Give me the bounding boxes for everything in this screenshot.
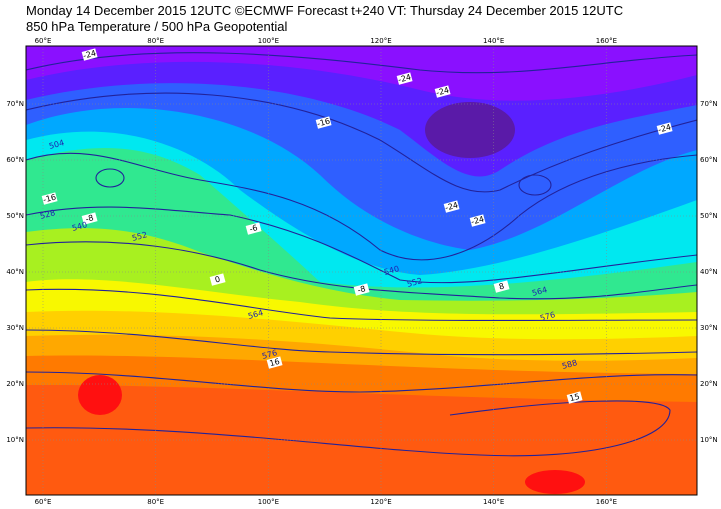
contour bbox=[26, 371, 697, 393]
longitude-label: 100°E bbox=[258, 37, 279, 45]
label-box bbox=[209, 273, 226, 286]
label-box bbox=[245, 222, 262, 235]
longitude-label: 60°E bbox=[35, 498, 52, 506]
label-box bbox=[566, 391, 583, 404]
temperature-label: -8 bbox=[357, 284, 367, 295]
label-box bbox=[266, 356, 283, 369]
latitude-label: 40°N bbox=[6, 268, 24, 276]
latitude-label: 40°N bbox=[700, 268, 718, 276]
label-box bbox=[41, 192, 58, 205]
label-box bbox=[469, 214, 486, 227]
temperature-label: 0 bbox=[214, 275, 221, 285]
geopotential-label: 552 bbox=[131, 230, 148, 243]
title-line-1: Monday 14 December 2015 12UTC ©ECMWF For… bbox=[26, 3, 623, 18]
contour bbox=[95, 168, 125, 188]
temperature-label: -16 bbox=[42, 193, 57, 205]
longitude-label: 120°E bbox=[370, 37, 391, 45]
temperature-label: -24 bbox=[470, 215, 485, 227]
band bbox=[425, 102, 515, 158]
label-box bbox=[353, 283, 370, 296]
geopotential-label: 564 bbox=[531, 285, 548, 298]
label-box bbox=[315, 116, 332, 129]
longitude-label: 80°E bbox=[147, 37, 164, 45]
latitude-label: 60°N bbox=[700, 156, 718, 164]
label-box bbox=[396, 72, 413, 85]
contour bbox=[26, 288, 697, 322]
label-box bbox=[81, 48, 98, 61]
label-box bbox=[443, 200, 460, 213]
temperature-label: -8 bbox=[85, 213, 95, 224]
geopotential-label: 564 bbox=[247, 308, 264, 321]
contour bbox=[26, 400, 671, 457]
longitude-label: 160°E bbox=[596, 498, 617, 506]
latitude-label: 60°N bbox=[6, 156, 24, 164]
band bbox=[26, 384, 697, 495]
geopotential-label: 504 bbox=[48, 138, 65, 151]
contour bbox=[26, 329, 697, 356]
contour bbox=[26, 52, 697, 74]
temperature-label: 8 bbox=[498, 282, 505, 292]
contour bbox=[518, 174, 552, 196]
field bbox=[26, 46, 697, 495]
latitude-label: 10°N bbox=[6, 436, 24, 444]
latitude-label: 30°N bbox=[6, 324, 24, 332]
contour bbox=[26, 152, 697, 261]
longitude-label: 80°E bbox=[147, 498, 164, 506]
latitude-label: 30°N bbox=[700, 324, 718, 332]
geopotential-label: 576 bbox=[539, 310, 556, 323]
longitude-label: 160°E bbox=[596, 37, 617, 45]
temperature-label: -16 bbox=[316, 117, 331, 129]
longitude-label: 140°E bbox=[483, 498, 504, 506]
latitude-label: 70°N bbox=[6, 100, 24, 108]
hot-spot bbox=[78, 375, 122, 415]
latitude-label: 50°N bbox=[6, 212, 24, 220]
temperature-label: 16 bbox=[269, 357, 281, 368]
latitude-label: 20°N bbox=[6, 380, 24, 388]
geopotential-label: 576 bbox=[261, 348, 278, 361]
latitude-label: 10°N bbox=[700, 436, 718, 444]
label-box bbox=[434, 85, 451, 98]
temperature-label: 15 bbox=[569, 392, 581, 403]
longitude-label: 100°E bbox=[258, 498, 279, 506]
label-box bbox=[656, 122, 673, 135]
geopotential-label: 552 bbox=[406, 276, 423, 289]
latitude-label: 20°N bbox=[700, 380, 718, 388]
longitude-label: 60°E bbox=[35, 37, 52, 45]
label-box bbox=[81, 212, 98, 225]
geopotential-label: 540 bbox=[71, 220, 88, 233]
temperature-label: -24 bbox=[435, 86, 450, 98]
latitude-label: 70°N bbox=[700, 100, 718, 108]
temperature-label: -24 bbox=[397, 73, 412, 85]
contour bbox=[26, 206, 697, 284]
geopotential-label: 588 bbox=[561, 358, 578, 371]
map-frame bbox=[25, 45, 698, 496]
geopotential-label: 540 bbox=[383, 264, 400, 277]
temperature-label: -24 bbox=[444, 201, 459, 213]
title-line-2: 850 hPa Temperature / 500 hPa Geopotenti… bbox=[26, 19, 288, 34]
geopotential-label: 528 bbox=[39, 208, 56, 221]
contour bbox=[26, 92, 697, 193]
temperature-label: -24 bbox=[657, 123, 672, 135]
longitude-label: 120°E bbox=[370, 498, 391, 506]
latitude-label: 50°N bbox=[700, 212, 718, 220]
temperature-label: -6 bbox=[249, 223, 259, 234]
hot-spot bbox=[525, 470, 585, 494]
longitude-label: 140°E bbox=[483, 37, 504, 45]
label-box bbox=[493, 280, 510, 293]
temperature-label: -24 bbox=[82, 49, 97, 61]
